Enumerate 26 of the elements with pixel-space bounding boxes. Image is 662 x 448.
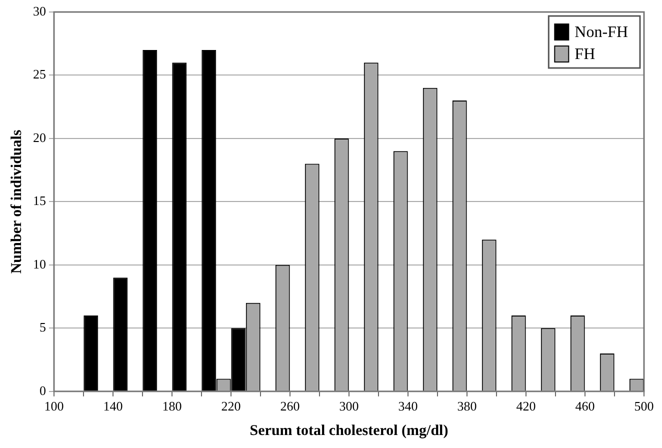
x-tick-label: 180	[162, 398, 182, 414]
y-tick-label: 5	[40, 320, 46, 335]
y-axis-title: Number of individuals	[8, 130, 25, 274]
x-tick-label: 460	[575, 398, 595, 414]
bar	[142, 50, 158, 391]
x-tick-label: 260	[280, 398, 300, 414]
x-tick-label: 420	[516, 398, 536, 414]
x-tick-label: 500	[634, 398, 654, 414]
bar	[113, 278, 128, 391]
y-tick-label: 10	[33, 256, 46, 272]
x-tick-label: 220	[221, 398, 241, 414]
bar	[172, 62, 187, 391]
x-axis-title: Serum total cholesterol (mg/dl)	[250, 422, 448, 439]
legend-label: FH	[574, 46, 596, 64]
y-tick-label: 0	[40, 382, 46, 398]
x-tick-label: 100	[44, 398, 64, 414]
bar	[84, 316, 98, 391]
x-tick-label: 380	[457, 398, 477, 414]
y-tick-label: 30	[33, 3, 46, 18]
x-tick-label: 340	[398, 398, 418, 414]
legend-label: Non-FH	[574, 24, 628, 42]
y-tick-label: 15	[33, 193, 46, 208]
y-tick-label: 20	[33, 130, 46, 145]
x-tick-label: 140	[103, 398, 123, 414]
x-tick-label: 300	[339, 398, 359, 414]
y-tick-label: 25	[33, 66, 46, 82]
